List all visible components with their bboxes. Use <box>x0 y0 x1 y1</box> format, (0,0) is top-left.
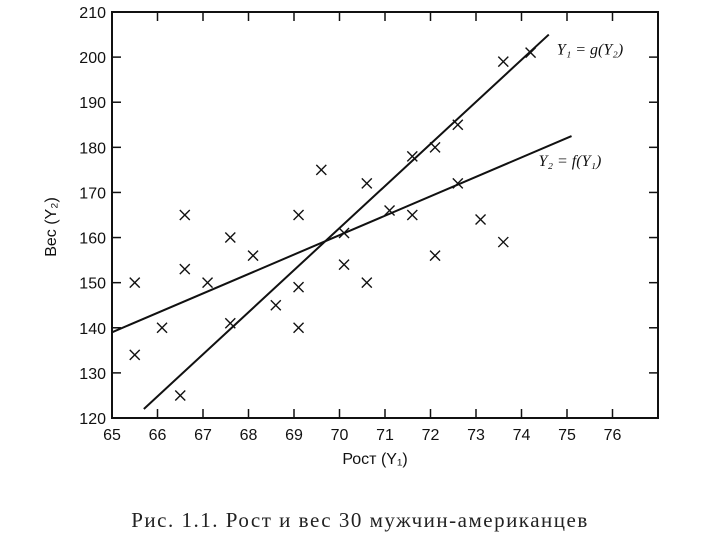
x-tick-label: 68 <box>240 427 258 444</box>
data-point <box>224 232 236 244</box>
data-point <box>338 227 350 239</box>
data-point <box>202 277 214 289</box>
x-tick-label: 72 <box>422 427 440 444</box>
data-point <box>475 214 487 226</box>
x-tick-label: 71 <box>376 427 394 444</box>
data-point <box>452 119 464 131</box>
y-axis-title: Вес (Y₂) <box>43 197 60 257</box>
data-point <box>174 389 186 401</box>
y-tick-label: 130 <box>79 366 106 383</box>
data-point <box>293 209 305 221</box>
y-tick-label: 160 <box>79 231 106 248</box>
data-point <box>293 322 305 334</box>
figure-caption: Рис. 1.1. Рост и вес 30 мужчин-американц… <box>131 508 589 532</box>
plot-frame <box>111 11 659 419</box>
data-point <box>179 209 191 221</box>
data-point <box>361 277 373 289</box>
y-tick-label: 210 <box>79 5 106 22</box>
data-point <box>361 177 373 189</box>
data-point <box>406 209 418 221</box>
data-point <box>452 177 464 189</box>
data-point <box>129 349 141 361</box>
line-label-1: Y₁ = g(Y₂) <box>557 42 623 59</box>
regression-line-1 <box>143 33 550 410</box>
data-point <box>429 250 441 262</box>
data-point <box>338 259 350 271</box>
x-tick-label: 69 <box>285 427 303 444</box>
x-tick-label: 65 <box>103 427 121 444</box>
y-tick-label: 120 <box>79 411 106 428</box>
data-point <box>429 141 441 153</box>
x-tick-label: 76 <box>604 427 622 444</box>
y-tick-label: 150 <box>79 276 106 293</box>
line-label-2: Y₂ = f(Y₁) <box>539 153 602 170</box>
data-point <box>156 322 168 334</box>
data-point <box>129 277 141 289</box>
data-point <box>384 204 396 216</box>
regression-lines: Y₁ = g(Y₂) Y₂ = f(Y₁) <box>111 33 623 410</box>
x-tick-label: 67 <box>194 427 212 444</box>
data-point <box>315 164 327 176</box>
x-axis: 65 66 67 68 69 70 71 72 73 74 75 76 <box>103 12 622 444</box>
data-point <box>247 250 259 262</box>
data-point <box>406 150 418 162</box>
x-tick-label: 66 <box>149 427 167 444</box>
y-axis: 120 130 140 150 160 170 180 190 200 210 <box>79 5 658 428</box>
x-tick-label: 75 <box>558 427 576 444</box>
data-point <box>497 56 509 68</box>
y-tick-label: 190 <box>79 95 106 112</box>
data-points <box>129 47 537 401</box>
y-tick-label: 200 <box>79 50 106 67</box>
y-tick-label: 180 <box>79 140 106 157</box>
data-point <box>224 317 236 329</box>
data-point <box>270 299 282 311</box>
data-point <box>293 281 305 293</box>
x-tick-label: 74 <box>513 427 531 444</box>
y-tick-label: 140 <box>79 321 106 338</box>
x-axis-title: Рост (Y₁) <box>342 451 407 468</box>
data-point <box>525 47 537 59</box>
data-point <box>497 236 509 248</box>
x-tick-label: 70 <box>331 427 349 444</box>
x-tick-label: 73 <box>467 427 485 444</box>
y-tick-label: 170 <box>79 185 106 202</box>
regression-line-2 <box>111 135 572 334</box>
data-point <box>179 263 191 275</box>
